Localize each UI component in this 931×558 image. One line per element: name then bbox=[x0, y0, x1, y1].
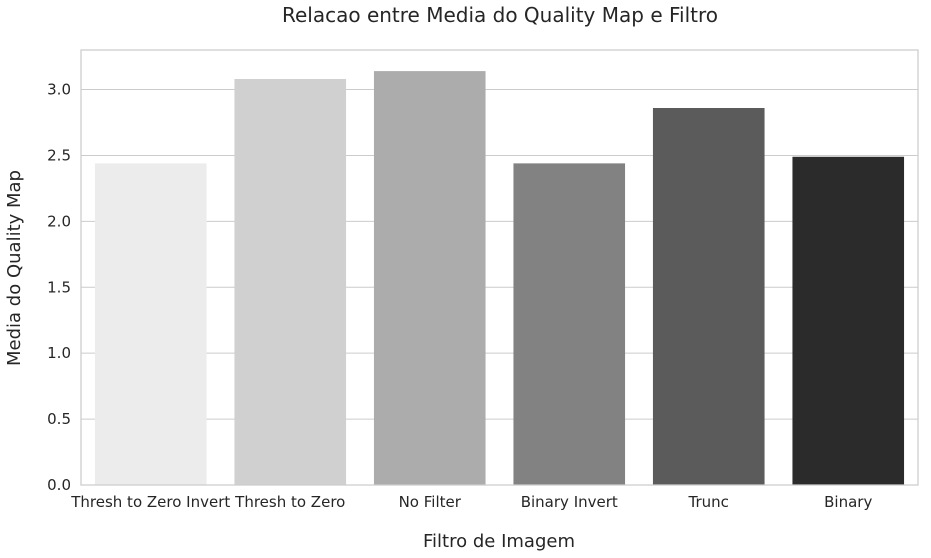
y-tick-label: 1.5 bbox=[47, 278, 71, 296]
x-tick-label: Trunc bbox=[688, 493, 729, 511]
plot-frame bbox=[80, 49, 919, 486]
bar bbox=[234, 79, 347, 485]
x-tick-label: Binary bbox=[824, 493, 872, 511]
grid-lines bbox=[81, 89, 918, 486]
y-tick-label: 2.5 bbox=[47, 146, 71, 164]
y-axis-label: Media do Quality Map bbox=[4, 170, 25, 366]
bar bbox=[652, 108, 765, 485]
x-tick-label: Thresh to Zero Invert bbox=[70, 493, 230, 511]
y-tick-label: 1.0 bbox=[47, 344, 71, 362]
x-tick-label: No Filter bbox=[399, 493, 462, 511]
y-tick-label: 2.0 bbox=[47, 212, 71, 230]
bar bbox=[373, 71, 486, 485]
x-axis-label: Filtro de Imagem bbox=[423, 531, 575, 552]
y-tick-label: 3.0 bbox=[47, 81, 71, 99]
x-tick-label: Thresh to Zero bbox=[234, 493, 345, 511]
y-tick-labels: 0.0 0.5 1.0 1.5 2.0 2.5 3.0 bbox=[47, 81, 71, 494]
bar bbox=[94, 163, 207, 485]
y-tick-label: 0.5 bbox=[47, 410, 71, 428]
x-tick-labels: Thresh to Zero Invert Thresh to Zero No Fi… bbox=[70, 493, 872, 511]
x-tick-label: Binary Invert bbox=[521, 493, 618, 511]
bars bbox=[94, 71, 905, 486]
bar bbox=[792, 156, 905, 486]
chart-title: Relacao entre Media do Quality Map e Fil… bbox=[282, 3, 718, 27]
y-tick-label: 0.0 bbox=[47, 476, 71, 494]
bar bbox=[513, 163, 626, 485]
